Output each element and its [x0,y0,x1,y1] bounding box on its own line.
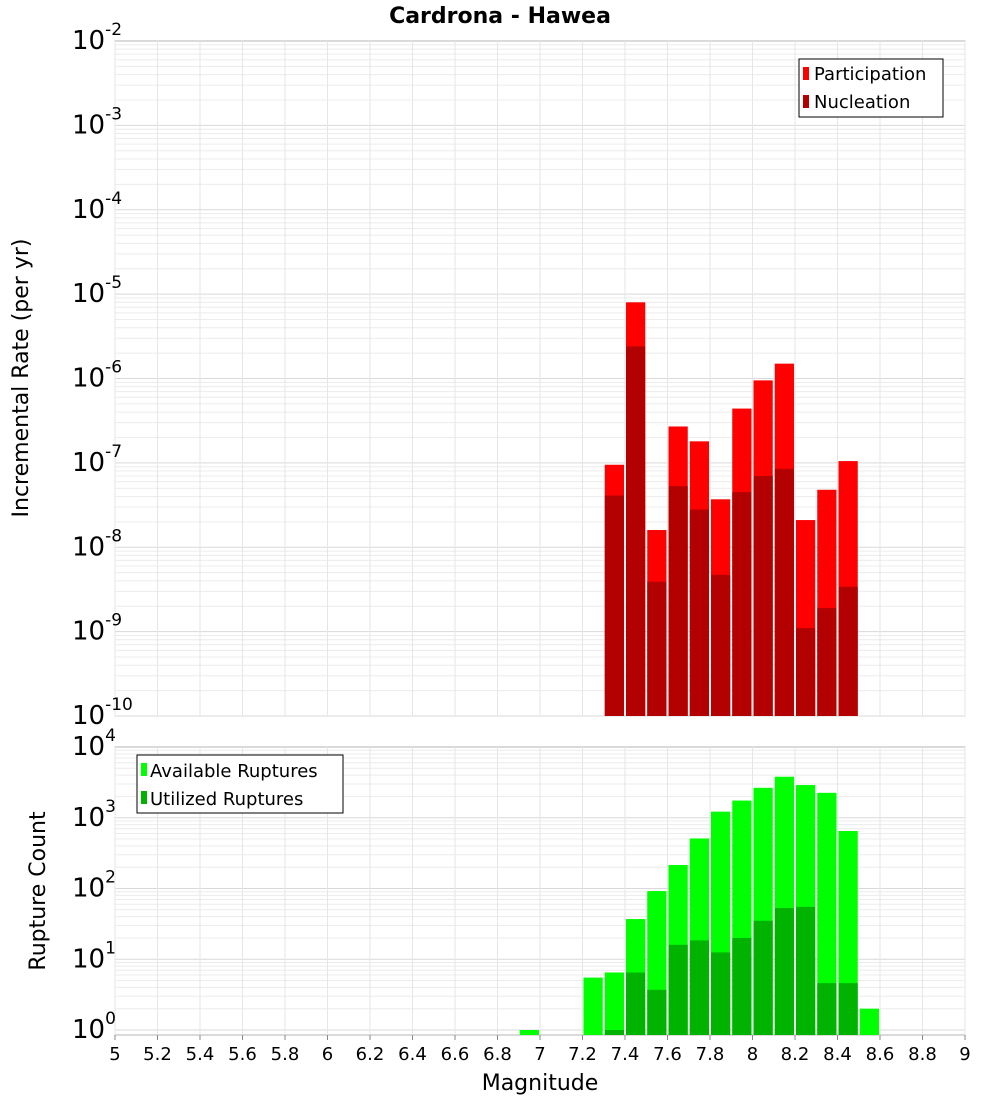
x-tick-label: 8.6 [866,1044,895,1065]
count-y-axis-label: Rupture Count [26,811,51,971]
x-tick-label: 7 [534,1044,545,1065]
rate-y-tick-label: 10-2 [72,20,122,56]
rate-y-tick-label: 10-4 [72,189,122,225]
nucleation-bar [647,581,667,716]
x-tick-label: 7.8 [696,1044,725,1065]
available-ruptures-bar [817,792,837,1035]
rate-y-tick-label: 10-6 [72,358,122,394]
utilized-ruptures-bar [774,908,794,1035]
x-tick-label: 8.8 [908,1044,937,1065]
legend-participation-label: Participation [814,64,926,85]
utilized-ruptures-bar [817,983,837,1035]
utilized-ruptures-bar [604,1030,624,1035]
count-y-tick-label: 104 [72,726,116,762]
legend-participation-swatch [803,67,809,80]
legend-utilized-swatch [141,791,147,804]
rate-y-axis-label: Incremental Rate (per yr) [9,239,34,518]
x-tick-label: 9 [959,1044,970,1065]
nucleation-bar [604,495,624,716]
count-legend: Available Ruptures Utilized Ruptures [136,754,344,814]
nucleation-bar [732,492,752,716]
rate-y-tick-label: 10-8 [72,526,122,562]
count-y-tick-label: 101 [72,938,116,974]
x-tick-label: 8 [747,1044,758,1065]
rate-y-tick-label: 10-9 [72,611,122,647]
count-y-tick-label: 102 [72,868,116,904]
x-tick-label: 6.2 [356,1044,385,1065]
x-tick-label: 5.2 [143,1044,172,1065]
legend-utilized-label: Utilized Ruptures [150,789,303,810]
nucleation-bar [838,586,858,716]
utilized-ruptures-bar [668,944,688,1035]
legend-nucleation-swatch [803,95,809,108]
count-panel: 100 101 102 103 104 5 5.2 5.4 5.6 5.8 6 6.2 6.4 6.6 6… [26,726,971,1096]
nucleation-bar [626,346,646,716]
available-ruptures-bar [604,972,624,1035]
nucleation-bar [689,509,709,716]
utilized-ruptures-bar [647,989,667,1035]
utilized-ruptures-bar [732,937,752,1035]
nucleation-bar [796,628,816,716]
rate-y-tick-label: 10-5 [72,273,122,309]
utilized-ruptures-bar [711,952,731,1035]
utilized-ruptures-bar [626,972,646,1035]
rate-legend: Participation Nucleation [798,58,944,118]
x-tick-label: 5.8 [271,1044,300,1065]
x-tick-label: 5 [109,1044,120,1065]
rate-panel: 10-10 10-9 10-8 10-7 10-6 10-5 10-4 10-3 10-2 In… [9,20,966,731]
nucleation-bar [753,475,773,716]
x-tick-label: 8.2 [781,1044,810,1065]
available-ruptures-bar [583,977,603,1035]
rate-y-tick-label: 10-3 [72,104,122,140]
x-tick-label: 7.4 [611,1044,640,1065]
x-tick-label: 6 [322,1044,333,1065]
rate-y-tick-label: 10-10 [72,695,133,731]
nucleation-bar [774,468,794,716]
utilized-ruptures-bar [689,940,709,1035]
count-y-tick-label: 100 [72,1009,116,1045]
x-tick-label: 7.2 [568,1044,597,1065]
utilized-ruptures-bar [838,983,858,1035]
legend-nucleation-label: Nucleation [814,92,910,113]
x-tick-label: 6.6 [441,1044,470,1065]
x-tick-label: 5.4 [186,1044,215,1065]
x-tick-label: 6.4 [398,1044,427,1065]
rate-y-tick-label: 10-7 [72,442,122,478]
nucleation-bar [668,486,688,716]
x-tick-label: 6.8 [483,1044,512,1065]
legend-available-label: Available Ruptures [150,761,318,782]
x-axis-label: Magnitude [482,1071,599,1096]
nucleation-bar [817,608,837,716]
chart-title: Cardrona - Hawea [389,4,611,29]
x-tick-label: 5.6 [228,1044,257,1065]
available-ruptures-bar [859,1008,879,1035]
utilized-ruptures-bar [796,906,816,1035]
available-ruptures-bar [519,1030,539,1035]
x-tick-label: 7.6 [653,1044,682,1065]
legend-available-swatch [141,763,147,776]
nucleation-bar [711,574,731,716]
utilized-ruptures-bar [753,920,773,1035]
x-tick-label: 8.4 [823,1044,852,1065]
count-y-tick-label: 103 [72,797,116,833]
